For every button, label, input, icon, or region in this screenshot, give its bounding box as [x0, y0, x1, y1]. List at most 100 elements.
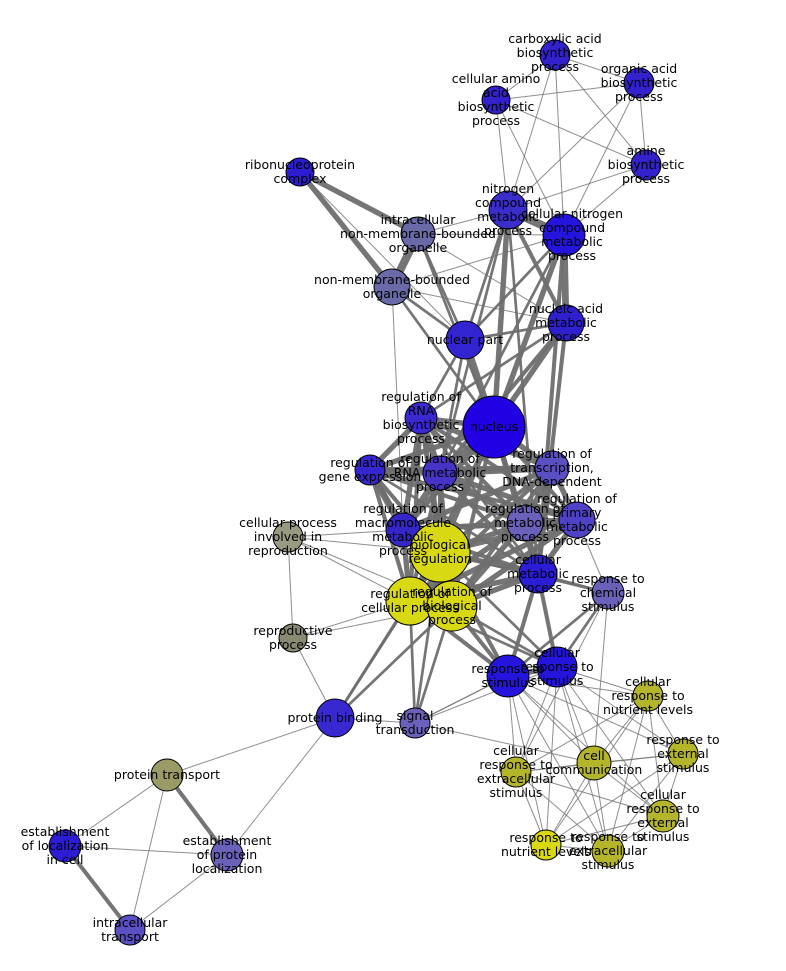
graph-node[interactable] [632, 680, 664, 712]
graph-edge [491, 234, 567, 428]
graph-edge [464, 234, 565, 341]
graph-node[interactable] [576, 745, 612, 781]
graph-node[interactable] [399, 707, 431, 739]
graph-node[interactable] [272, 521, 304, 553]
graph-edge [607, 695, 649, 852]
graph-edge [515, 695, 649, 773]
graph-edge [391, 286, 404, 531]
graph-edge [556, 666, 684, 755]
graph-edge [369, 468, 526, 525]
graph-edge [491, 209, 511, 428]
graph-edge [563, 82, 640, 236]
graph-edge [417, 233, 565, 236]
graph-node[interactable] [462, 395, 526, 459]
graph-node[interactable] [481, 85, 511, 115]
graph-edge [463, 209, 510, 341]
graph-edge [439, 470, 578, 523]
graph-node[interactable] [506, 504, 544, 542]
graph-edge [647, 695, 664, 817]
graph-edge [298, 169, 420, 237]
graph-node[interactable] [486, 654, 530, 698]
graph-node[interactable] [591, 576, 625, 610]
graph-node[interactable] [48, 829, 82, 863]
graph-edge [129, 854, 228, 931]
graph-edge [507, 675, 547, 846]
graph-node[interactable] [422, 455, 458, 491]
graph-edge [417, 233, 567, 324]
graph-node[interactable] [114, 914, 146, 946]
graph-node[interactable] [285, 157, 315, 187]
graph-edge [64, 845, 228, 856]
graph-edge [515, 771, 609, 852]
graph-node[interactable] [210, 838, 244, 872]
graph-edge [507, 675, 664, 817]
graph-node[interactable] [426, 580, 478, 632]
graph-node[interactable] [409, 521, 471, 583]
graph-edge [297, 170, 395, 289]
graph-node[interactable] [534, 450, 570, 486]
graph-edge [287, 536, 294, 639]
graph-node[interactable] [623, 67, 655, 99]
graph-edge [439, 464, 553, 477]
nodes-layer [48, 39, 699, 946]
graph-node[interactable] [630, 149, 662, 181]
graph-edge [299, 171, 466, 341]
graph-node[interactable] [400, 216, 436, 252]
graph-node[interactable] [539, 39, 571, 71]
graph-node[interactable] [530, 829, 562, 861]
graph-edge [64, 774, 168, 847]
graph-node[interactable] [667, 738, 699, 770]
graph-edge [593, 592, 609, 764]
graph-edge [515, 771, 664, 817]
graph-node[interactable] [278, 623, 308, 653]
graph-edge [166, 717, 336, 776]
graph-edge [414, 666, 558, 724]
graph-edge [495, 99, 647, 166]
graph-edge [420, 321, 567, 420]
edges-layer [63, 54, 684, 932]
graph-edge [545, 666, 558, 846]
graph-node[interactable] [150, 758, 184, 792]
graph-edge [554, 54, 647, 166]
graph-edge [545, 753, 684, 846]
graph-edge [495, 82, 640, 101]
graph-node[interactable] [558, 501, 596, 539]
graph-edge [401, 465, 554, 533]
graph-node[interactable] [542, 213, 586, 257]
graph-edge [165, 773, 229, 857]
graph-node[interactable] [404, 401, 438, 435]
graph-edge [414, 722, 595, 764]
graph-node[interactable] [646, 799, 680, 833]
graph-edge [391, 286, 567, 324]
graph-node[interactable] [518, 554, 558, 594]
graph-node[interactable] [536, 646, 578, 688]
graph-node[interactable] [385, 576, 435, 626]
graph-node[interactable] [547, 304, 585, 342]
graph-edge [287, 529, 404, 538]
graph-edge [556, 666, 664, 817]
graph-edge [63, 844, 132, 932]
graph-node[interactable] [488, 190, 528, 230]
graph-node[interactable] [500, 756, 532, 788]
graph-edge [554, 54, 565, 236]
graph-node[interactable] [315, 698, 355, 738]
graph-edge [507, 591, 609, 678]
graph-edge [507, 164, 647, 211]
graph-edge [507, 675, 649, 697]
graph-edge [129, 774, 168, 931]
graph-edge [507, 675, 609, 852]
graph-edge [507, 82, 640, 211]
graph-node[interactable] [373, 268, 411, 306]
graph-node[interactable] [445, 320, 485, 360]
graph-node[interactable] [591, 834, 625, 868]
graph-edge [226, 717, 336, 856]
graph-edge [507, 54, 556, 211]
graph-edge [506, 209, 568, 324]
graph-edge [545, 815, 664, 846]
graph-node[interactable] [354, 454, 386, 486]
graph-edge [391, 234, 565, 288]
graph-edge [495, 99, 565, 236]
graph-edge [334, 605, 453, 719]
